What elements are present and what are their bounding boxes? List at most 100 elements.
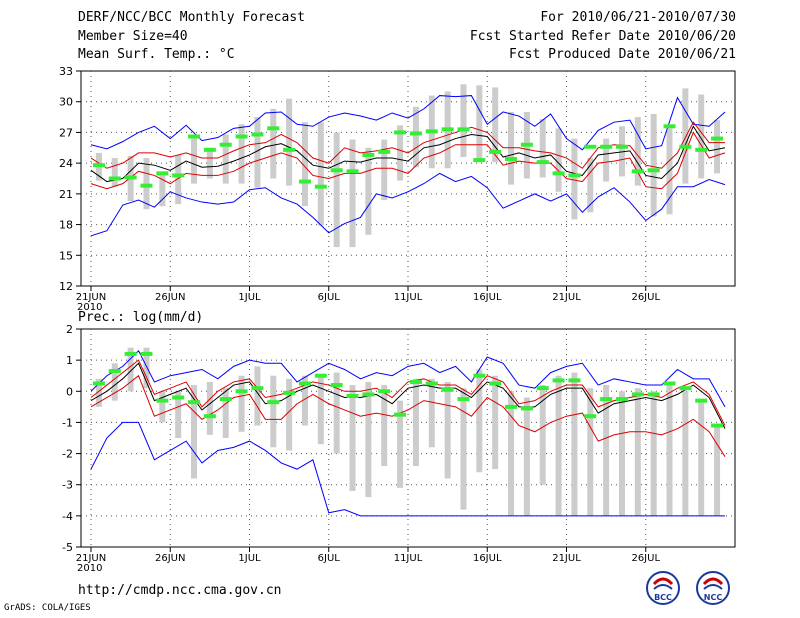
temp-xtick-label: 1JUL [238, 292, 261, 303]
prec-xtick-label: 11JUL [394, 553, 423, 564]
prec-xtick-label: 26JUN [155, 553, 185, 564]
ncc-logo-swirl [702, 577, 724, 586]
prec-ytick-label: 2 [66, 323, 73, 336]
temp-spread-bar [508, 111, 515, 185]
prec-spread-bar [412, 378, 419, 467]
prec-obs-mark [330, 383, 343, 388]
temp-obs-mark [631, 169, 644, 174]
temp-spread-bar [698, 94, 705, 179]
prec-obs-mark [552, 378, 565, 383]
temp-obs-mark [552, 171, 565, 176]
prec-ytick-label: -1 [62, 416, 73, 429]
temp-xtick-label: 11JUL [394, 292, 423, 303]
prec-obs-mark [346, 393, 359, 398]
forecast-produced-date: Fcst Produced Date 2010/06/21 [509, 47, 736, 62]
temp-xtick-label: 26JUN [155, 292, 185, 303]
temp-obs-mark [663, 124, 676, 129]
prec-obs-mark [108, 369, 121, 374]
temp-obs-mark [425, 129, 438, 134]
temp-obs-mark [378, 149, 391, 154]
prec-obs-mark [695, 398, 708, 403]
temp-obs-mark [124, 175, 137, 180]
temp-obs-mark [314, 184, 327, 189]
prec-obs-mark [425, 381, 438, 386]
prec-spread-bar [682, 391, 689, 516]
temp-ytick-label: 27 [59, 126, 73, 139]
source-url[interactable]: http://cmdp.ncc.cma.gov.cn [78, 583, 282, 598]
temp-obs-mark [679, 144, 692, 149]
prec-obs-mark [283, 390, 296, 395]
temp-spread-bar [714, 120, 721, 174]
temp-obs-mark [108, 176, 121, 181]
temp-spread-bar [634, 117, 641, 186]
temp-ytick-label: 21 [59, 188, 73, 201]
ncc-logo-text: NCC [704, 593, 723, 602]
prec-ytick-label: 0 [66, 385, 73, 398]
prec-spread-bar [603, 385, 610, 516]
prec-ytick-label: -4 [62, 510, 73, 523]
temp-obs-mark [505, 157, 518, 162]
temp-ytick-label: 15 [59, 249, 73, 262]
prec-spread-bar [381, 385, 388, 467]
temp-ytick-label: 18 [59, 219, 73, 232]
temp-obs-mark [584, 144, 597, 149]
prec-xtick-label: 6JUL [318, 553, 341, 564]
prec-spread-bar [349, 385, 356, 491]
prec-obs-mark [92, 381, 105, 386]
temp-spread-bar [206, 147, 213, 179]
temp-obs-mark [172, 173, 185, 178]
temp-spread-bar [460, 84, 467, 157]
prec-obs-mark [314, 373, 327, 378]
prec-spread-bar [365, 381, 372, 498]
prec-spread-bar [508, 391, 515, 516]
prec-spread-bar [317, 375, 324, 445]
prec-obs-mark [235, 389, 248, 394]
temp-obs-mark [394, 130, 407, 135]
temp-ytick-label: 33 [59, 65, 73, 78]
prec-spread-bar [175, 391, 182, 438]
temp-obs-mark [235, 134, 248, 139]
prec-obs-mark [489, 381, 502, 386]
prec-obs-mark [188, 400, 201, 405]
prec-line-p10 [90, 374, 726, 457]
prec-spread-bar [428, 378, 435, 448]
prec-spread-bar [206, 381, 213, 435]
prec-spread-bar [634, 388, 641, 516]
prec-obs-mark [394, 412, 407, 417]
temp-panel-label: Mean Surf. Temp.: °C [78, 47, 235, 62]
temp-obs-mark [568, 173, 581, 178]
temp-obs-mark [409, 131, 422, 136]
temp-spread-bar [539, 119, 546, 178]
prec-spread-bar [698, 400, 705, 516]
member-size: Member Size=40 [78, 29, 188, 44]
prec-obs-mark [219, 397, 232, 402]
temp-line-p10 [90, 131, 726, 190]
forecast-range: For 2010/06/21-2010/07/30 [540, 10, 736, 25]
prec-line-max [90, 349, 726, 408]
prec-obs-mark [156, 398, 169, 403]
temp-obs-mark [251, 132, 264, 137]
temp-spread-bar [301, 122, 308, 207]
temp-obs-mark [711, 136, 724, 141]
bcc-logo-ring [646, 571, 680, 605]
prec-obs-mark [409, 379, 422, 384]
prec-spread-bar [111, 363, 118, 401]
prec-spread-bar [650, 391, 657, 516]
temp-spread-bar [650, 114, 657, 217]
prec-spread-bar [270, 375, 277, 448]
prec-obs-mark [267, 400, 280, 405]
prec-obs-mark [615, 397, 628, 402]
forecast-started-date: Fcst Started Refer Date 2010/06/20 [469, 29, 736, 44]
prec-obs-mark [568, 378, 581, 383]
temp-spread-bar [286, 98, 293, 186]
temp-obs-mark [520, 142, 533, 147]
prec-obs-mark [457, 397, 470, 402]
temp-spread-bar [222, 134, 229, 184]
temp-spread-bar [175, 154, 182, 205]
temp-spread-bar [333, 132, 340, 248]
chart-title: DERF/NCC/BCC Monthly Forecast [78, 10, 305, 25]
temp-obs-mark [536, 160, 549, 165]
temp-obs-mark [615, 144, 628, 149]
temp-xtick-label: 16JUL [473, 292, 502, 303]
